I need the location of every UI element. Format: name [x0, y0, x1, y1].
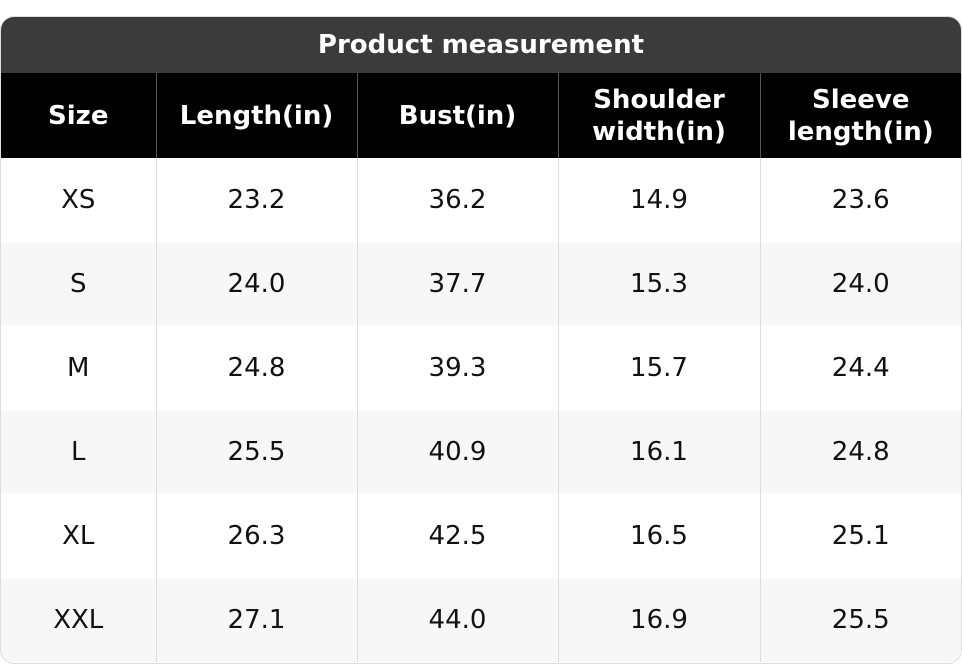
size-cell: M [67, 353, 90, 383]
table-title: Product measurement [1, 17, 961, 73]
measurement-card: Product measurement Size Length(in) Bust(i… [0, 16, 962, 664]
table-row: L 25.5 40.9 16.1 24.8 [1, 410, 961, 494]
measurement-cell: 24.8 [155, 326, 357, 410]
size-cell: L [1, 410, 156, 494]
measurement-cell: 39.3 [356, 326, 558, 410]
measurement-cell: 24.8 [759, 410, 961, 494]
table-row: XXL 27.1 44.0 16.9 25.5 [1, 578, 961, 662]
measurement-cell: 25.5 [155, 410, 357, 494]
measurement-cell: 27.1 [155, 578, 357, 662]
measurement-cell: 16.9 [557, 578, 760, 662]
measurement-cell: 26.3 [155, 494, 357, 578]
size-cell: S [1, 242, 156, 326]
measurement-cell: 14.9 [557, 158, 760, 242]
measurement-cell: 15.3 [557, 242, 760, 326]
measurement-cell: 23.2 [155, 158, 357, 242]
column-header: Size [1, 73, 156, 158]
measurement-cell: 37.7 [356, 242, 558, 326]
size-cell: XS [61, 185, 96, 215]
measurement-cell: 16.1 [557, 410, 760, 494]
size-cell: XL [62, 521, 95, 551]
measurement-cell: 24.4 [759, 326, 961, 410]
column-header: Shoulder width(in) [557, 73, 760, 158]
column-header: Length(in) [155, 73, 357, 158]
table-row: M 24.8 39.3 15.7 24.4 [1, 326, 961, 410]
size-table: Size Length(in) Bust(in) Shoulder width(in)… [1, 73, 961, 662]
measurement-cell: 15.7 [557, 326, 760, 410]
column-header: Sleeve length(in) [759, 73, 961, 158]
measurement-cell: 36.2 [356, 158, 558, 242]
table-row: XL 26.3 42.5 16.5 25.1 [1, 494, 961, 578]
measurement-cell: 23.6 [759, 158, 961, 242]
measurement-cell: 16.5 [557, 494, 760, 578]
measurement-cell: 24.0 [759, 242, 961, 326]
measurement-cell: 40.9 [356, 410, 558, 494]
header-row: Size Length(in) Bust(in) Shoulder width(in)… [1, 73, 961, 158]
table-row: S 24.0 37.7 15.3 24.0 [1, 242, 961, 326]
measurement-cell: 42.5 [356, 494, 558, 578]
measurement-cell: 25.5 [759, 578, 961, 662]
measurement-cell: 25.1 [759, 494, 961, 578]
measurement-cell: 24.0 [155, 242, 357, 326]
table-row: XS 23.2 36.2 14.9 23.6 [1, 158, 961, 242]
size-cell: XXL [1, 578, 156, 662]
column-header: Bust(in) [356, 73, 558, 158]
measurement-cell: 44.0 [356, 578, 558, 662]
table-body: XS 23.2 36.2 14.9 23.6 S 24.0 37.7 15.3 24.0 M 24.8… [1, 158, 961, 662]
